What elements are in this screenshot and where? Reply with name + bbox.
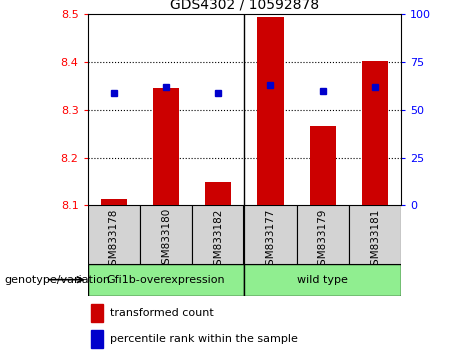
Bar — [257, 17, 284, 205]
Text: percentile rank within the sample: percentile rank within the sample — [110, 334, 297, 344]
Text: GSM833177: GSM833177 — [266, 208, 276, 272]
Text: wild type: wild type — [297, 275, 348, 285]
Text: GSM833178: GSM833178 — [109, 208, 119, 272]
Text: GSM833180: GSM833180 — [161, 208, 171, 272]
Text: transformed count: transformed count — [110, 308, 213, 318]
Bar — [100, 199, 127, 205]
Text: Gfi1b-overexpression: Gfi1b-overexpression — [106, 275, 225, 285]
Text: GSM833179: GSM833179 — [318, 208, 328, 272]
Bar — [192, 205, 244, 264]
Bar — [244, 264, 401, 296]
Text: GSM833182: GSM833182 — [213, 208, 223, 272]
Bar — [310, 126, 336, 205]
Bar — [88, 205, 140, 264]
Bar — [91, 304, 103, 322]
Bar — [205, 182, 231, 205]
Bar — [362, 61, 388, 205]
Bar — [91, 330, 103, 348]
Bar — [153, 88, 179, 205]
Bar — [244, 205, 296, 264]
Bar — [140, 205, 192, 264]
Text: genotype/variation: genotype/variation — [5, 275, 111, 285]
Bar — [296, 205, 349, 264]
Bar — [349, 205, 401, 264]
Text: GSM833181: GSM833181 — [370, 208, 380, 272]
Bar — [88, 264, 244, 296]
Title: GDS4302 / 10592878: GDS4302 / 10592878 — [170, 0, 319, 12]
